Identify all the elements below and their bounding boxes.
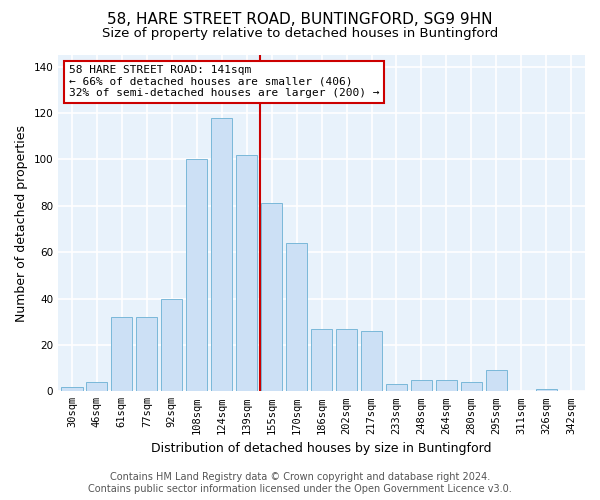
Bar xyxy=(436,380,457,392)
Bar xyxy=(136,317,157,392)
Bar xyxy=(61,386,83,392)
Text: 58, HARE STREET ROAD, BUNTINGFORD, SG9 9HN: 58, HARE STREET ROAD, BUNTINGFORD, SG9 9… xyxy=(107,12,493,28)
Bar xyxy=(486,370,507,392)
Bar xyxy=(161,298,182,392)
Bar xyxy=(386,384,407,392)
Bar xyxy=(211,118,232,392)
Y-axis label: Number of detached properties: Number of detached properties xyxy=(15,124,28,322)
Text: Size of property relative to detached houses in Buntingford: Size of property relative to detached ho… xyxy=(102,28,498,40)
Bar xyxy=(261,204,282,392)
Bar xyxy=(411,380,432,392)
Bar xyxy=(111,317,133,392)
Bar xyxy=(536,389,557,392)
Bar xyxy=(336,328,357,392)
Bar xyxy=(286,243,307,392)
X-axis label: Distribution of detached houses by size in Buntingford: Distribution of detached houses by size … xyxy=(151,442,492,455)
Text: Contains HM Land Registry data © Crown copyright and database right 2024.
Contai: Contains HM Land Registry data © Crown c… xyxy=(88,472,512,494)
Bar xyxy=(461,382,482,392)
Bar xyxy=(236,154,257,392)
Bar xyxy=(311,328,332,392)
Bar xyxy=(186,160,208,392)
Text: 58 HARE STREET ROAD: 141sqm
← 66% of detached houses are smaller (406)
32% of se: 58 HARE STREET ROAD: 141sqm ← 66% of det… xyxy=(69,65,379,98)
Bar xyxy=(86,382,107,392)
Bar xyxy=(361,331,382,392)
